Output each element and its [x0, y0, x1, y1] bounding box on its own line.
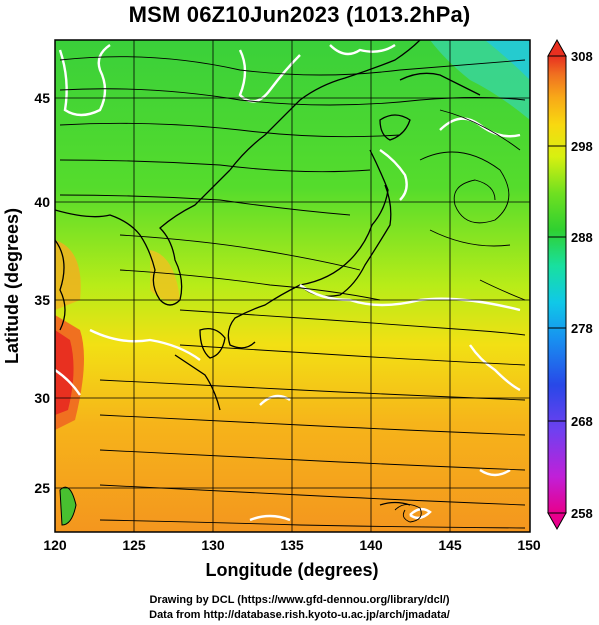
colorbar: 308 298 288 278 268 258	[547, 38, 593, 531]
colorbar-tick-label: 288	[571, 230, 593, 245]
x-tick-label: 120	[43, 537, 67, 553]
x-tick-label: 130	[201, 537, 225, 553]
temperature-field	[55, 40, 530, 532]
y-tick-label: 30	[34, 390, 50, 406]
y-tick-label: 45	[34, 90, 50, 106]
y-tick-label: 25	[34, 480, 50, 496]
colorbar-tick-label: 268	[571, 414, 593, 429]
y-tick-label: 35	[34, 292, 50, 308]
y-tick-label: 40	[34, 194, 50, 210]
x-tick-label: 150	[517, 537, 541, 553]
credit-drawing: Drawing by DCL (https://www.gfd-dennou.o…	[149, 594, 450, 606]
x-axis: 120 125 130 135 140 145 150	[43, 537, 541, 553]
y-axis: 25 30 35 40 45	[34, 90, 50, 496]
colorbar-tick-label: 308	[571, 49, 593, 64]
plot-frame	[54, 39, 531, 533]
coastlines	[55, 40, 481, 506]
graticule	[55, 40, 530, 532]
credit-data: Data from http://database.rish.kyoto-u.a…	[149, 609, 450, 621]
x-tick-label: 135	[280, 537, 304, 553]
x-tick-label: 140	[359, 537, 383, 553]
colorbar-tick-label: 258	[571, 506, 593, 521]
x-axis-label: Longitude (degrees)	[205, 560, 378, 580]
x-tick-label: 145	[438, 537, 462, 553]
colorbar-tick-label: 278	[571, 321, 593, 336]
x-tick-label: 125	[122, 537, 146, 553]
colorbar-tick-label: 298	[571, 139, 593, 154]
y-axis-label: Latitude (degrees)	[2, 208, 22, 364]
map-title: MSM 06Z10Jun2023 (1013.2hPa)	[128, 2, 471, 27]
